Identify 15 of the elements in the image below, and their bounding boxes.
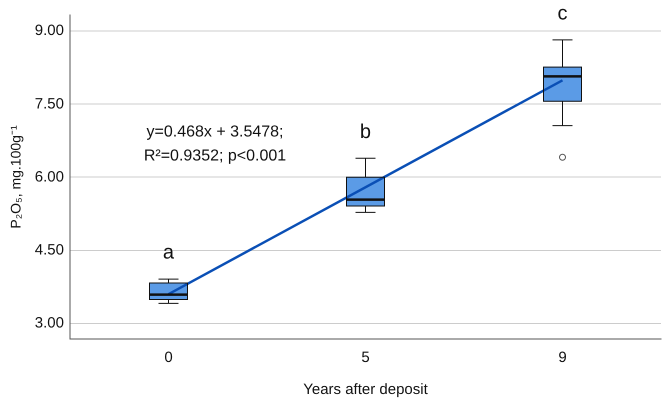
x-axis-title: Years after deposit xyxy=(303,381,429,398)
y-tick-label: 4.50 xyxy=(34,241,64,258)
y-tick-label: 6.00 xyxy=(34,168,64,186)
y-tick-label: 3.00 xyxy=(34,314,64,332)
y-tick-label: 7.50 xyxy=(34,95,64,112)
annotation: b xyxy=(360,120,372,143)
x-tick-label: 0 xyxy=(164,349,173,366)
y-axis-title: P₂O₅, mg.100g⁻¹ xyxy=(7,125,24,229)
annotation: a xyxy=(162,242,175,264)
annotation: c xyxy=(558,2,568,24)
x-tick-label: 9 xyxy=(558,349,567,366)
annotation: y=0.468x + 3.5478; xyxy=(146,123,284,140)
y-tick-label: 9.00 xyxy=(34,22,64,40)
x-tick-label: 5 xyxy=(361,349,370,366)
annotation: R²=0.9352; p<0.001 xyxy=(144,147,286,164)
